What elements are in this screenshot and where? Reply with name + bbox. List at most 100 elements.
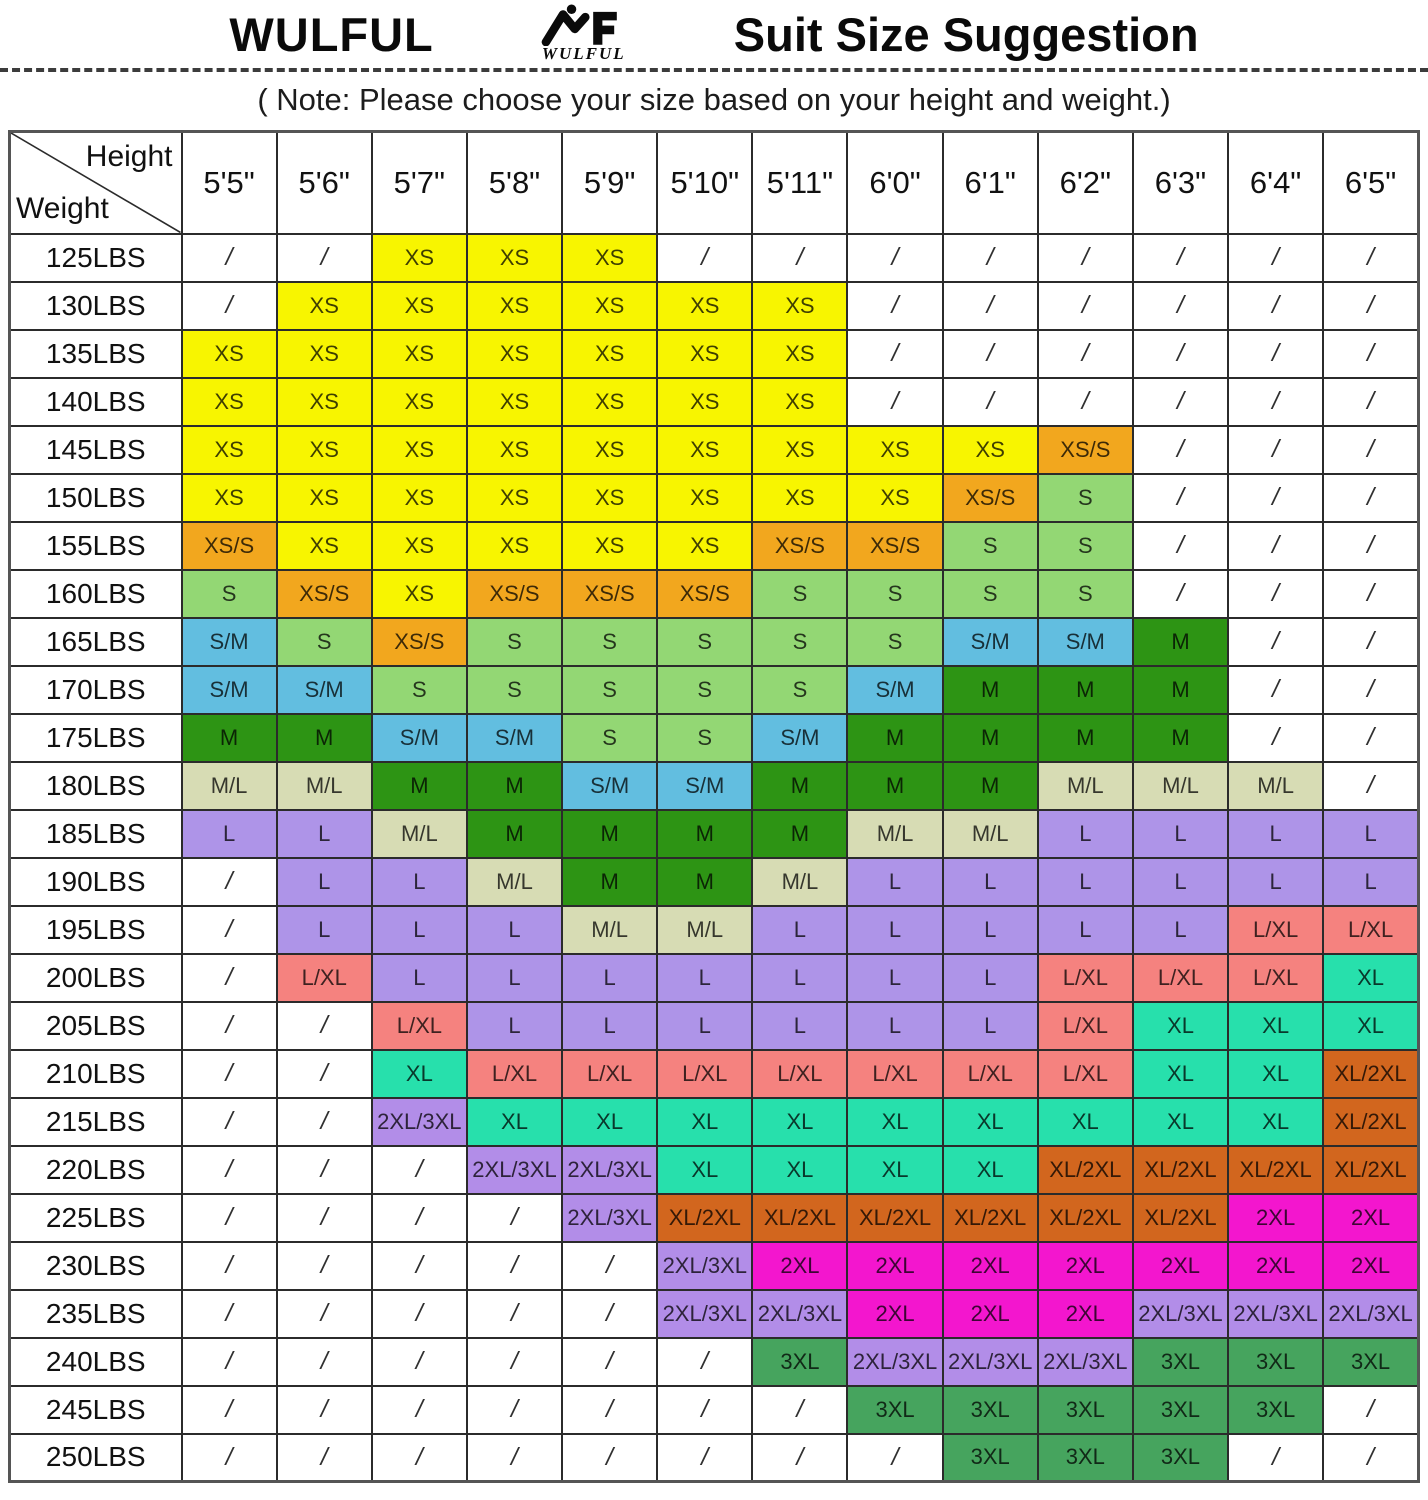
size-cell: 2XL/3XL [751, 1288, 849, 1339]
table-row: 140LBS XS XS XS XS XS XS XS / / / / / / [8, 376, 1420, 427]
height-col-header: 6'2" [1036, 130, 1134, 235]
table-row: 190LBS / L L M/L M M M/L L L L L L L [8, 856, 1420, 907]
height-col-header: 5'11" [751, 130, 849, 235]
size-cell: S/M [465, 712, 564, 763]
table-row: 155LBS XS/S XS XS XS XS XS XS/S XS/S S S / / / [8, 520, 1420, 571]
size-cell: 2XL [941, 1288, 1039, 1339]
size-cell: S/M [180, 664, 278, 715]
size-cell: L [561, 1000, 659, 1051]
empty-cell: / [1322, 376, 1420, 427]
weight-label: 210LBS [8, 1048, 183, 1099]
size-cell: L [751, 952, 849, 1003]
size-cell: 3XL [846, 1384, 944, 1435]
size-cell: L [275, 856, 373, 907]
empty-cell: / [370, 1144, 468, 1195]
empty-cell: / [1322, 616, 1420, 667]
size-cell: S [465, 616, 564, 667]
size-cell: S [941, 520, 1039, 571]
size-cell: M/L [1227, 760, 1325, 811]
size-cell: S/M [751, 712, 849, 763]
weight-label: 150LBS [8, 472, 183, 523]
size-cell: XS [275, 472, 373, 523]
size-cell: XL [656, 1144, 754, 1195]
size-cell: XS/S [465, 568, 564, 619]
table-row: 175LBS M M S/M S/M S S S/M M M M M / / [8, 712, 1420, 763]
size-cell: XS [275, 424, 373, 475]
table-row: 205LBS / / L/XL L L L L L L L/XL XL XL XL [8, 1000, 1420, 1051]
empty-cell: / [465, 1336, 564, 1387]
empty-cell: / [846, 328, 944, 379]
size-cell: XL/2XL [1227, 1144, 1325, 1195]
empty-cell: / [1227, 664, 1325, 715]
weight-label: 135LBS [8, 328, 183, 379]
size-cell: M [1131, 712, 1230, 763]
empty-cell: / [1322, 1432, 1420, 1483]
size-cell: XL [465, 1096, 564, 1147]
empty-cell: / [1131, 232, 1230, 283]
empty-cell: / [1322, 280, 1420, 331]
size-cell: S [561, 712, 659, 763]
mountain-logo-icon [541, 4, 617, 46]
height-col-header: 5'5" [180, 130, 278, 235]
size-cell: M [1131, 664, 1230, 715]
weight-label: 130LBS [8, 280, 183, 331]
empty-cell: / [1227, 520, 1325, 571]
size-cell: M/L [370, 808, 468, 859]
size-cell: L [561, 952, 659, 1003]
size-cell: L [941, 952, 1039, 1003]
weight-label: 235LBS [8, 1288, 183, 1339]
size-cell: L [846, 1000, 944, 1051]
empty-cell: / [1131, 520, 1230, 571]
table-row: 125LBS / / XS XS XS / / / / / / / / [8, 232, 1420, 283]
size-cell: XS [561, 424, 659, 475]
empty-cell: / [1227, 616, 1325, 667]
size-cell: XL [1227, 1000, 1325, 1051]
size-cell: L [1322, 856, 1420, 907]
size-cell: XS [656, 472, 754, 523]
size-cell: 2XL [1131, 1240, 1230, 1291]
size-cell: 2XL/3XL [1227, 1288, 1325, 1339]
empty-cell: / [1322, 568, 1420, 619]
size-cell: XS [751, 376, 849, 427]
size-cell: 2XL/3XL [846, 1336, 944, 1387]
size-cell: S/M [656, 760, 754, 811]
size-cell: L [941, 904, 1039, 955]
size-cell: L [1227, 856, 1325, 907]
table-row: 235LBS / / / //2XL/3XL 2XL/3XL 2XL 2XL 2XL 2XL/3X… [8, 1288, 1420, 1339]
weight-label: 215LBS [8, 1096, 183, 1147]
size-cell: S [656, 664, 754, 715]
height-col-header: 5'8" [465, 130, 564, 235]
size-cell: L [1227, 808, 1325, 859]
empty-cell: / [561, 1432, 659, 1483]
empty-cell: / [275, 1048, 373, 1099]
empty-cell: / [656, 232, 754, 283]
size-cell: M [180, 712, 278, 763]
empty-cell: / [180, 280, 278, 331]
height-header-row: Height Weight 5'5" 5'6" 5'7" 5'8" 5'9" 5'10" 5… [8, 130, 1420, 235]
size-cell: L [846, 904, 944, 955]
size-cell: S/M [180, 616, 278, 667]
height-col-header: 5'7" [370, 130, 468, 235]
empty-cell: / [180, 1192, 278, 1243]
size-cell: L [846, 856, 944, 907]
size-cell: S [656, 712, 754, 763]
page-title: Suit Size Suggestion [733, 7, 1199, 61]
size-cell: L [941, 856, 1039, 907]
size-cell: S [1036, 472, 1134, 523]
empty-cell: / [180, 1144, 278, 1195]
size-cell: L/XL [1322, 904, 1420, 955]
size-table: Height Weight 5'5" 5'6" 5'7" 5'8" 5'9" 5'10" 5… [8, 130, 1420, 1483]
size-cell: L [1131, 808, 1230, 859]
size-cell: XS [275, 376, 373, 427]
empty-cell: / [1227, 568, 1325, 619]
size-cell: M [846, 712, 944, 763]
empty-cell: / [846, 232, 944, 283]
table-row: 240LBS / / / / //3XL 2XL/3XL 2XL/3XL 2XL/3XL 3XL 3… [8, 1336, 1420, 1387]
empty-cell: / [275, 1288, 373, 1339]
weight-label: 155LBS [8, 520, 183, 571]
size-cell: XL/2XL [656, 1192, 754, 1243]
size-cell: L/XL [1036, 952, 1134, 1003]
size-cell: XL/2XL [1036, 1144, 1134, 1195]
size-cell: XS [180, 376, 278, 427]
size-cell: XS/S [561, 568, 659, 619]
